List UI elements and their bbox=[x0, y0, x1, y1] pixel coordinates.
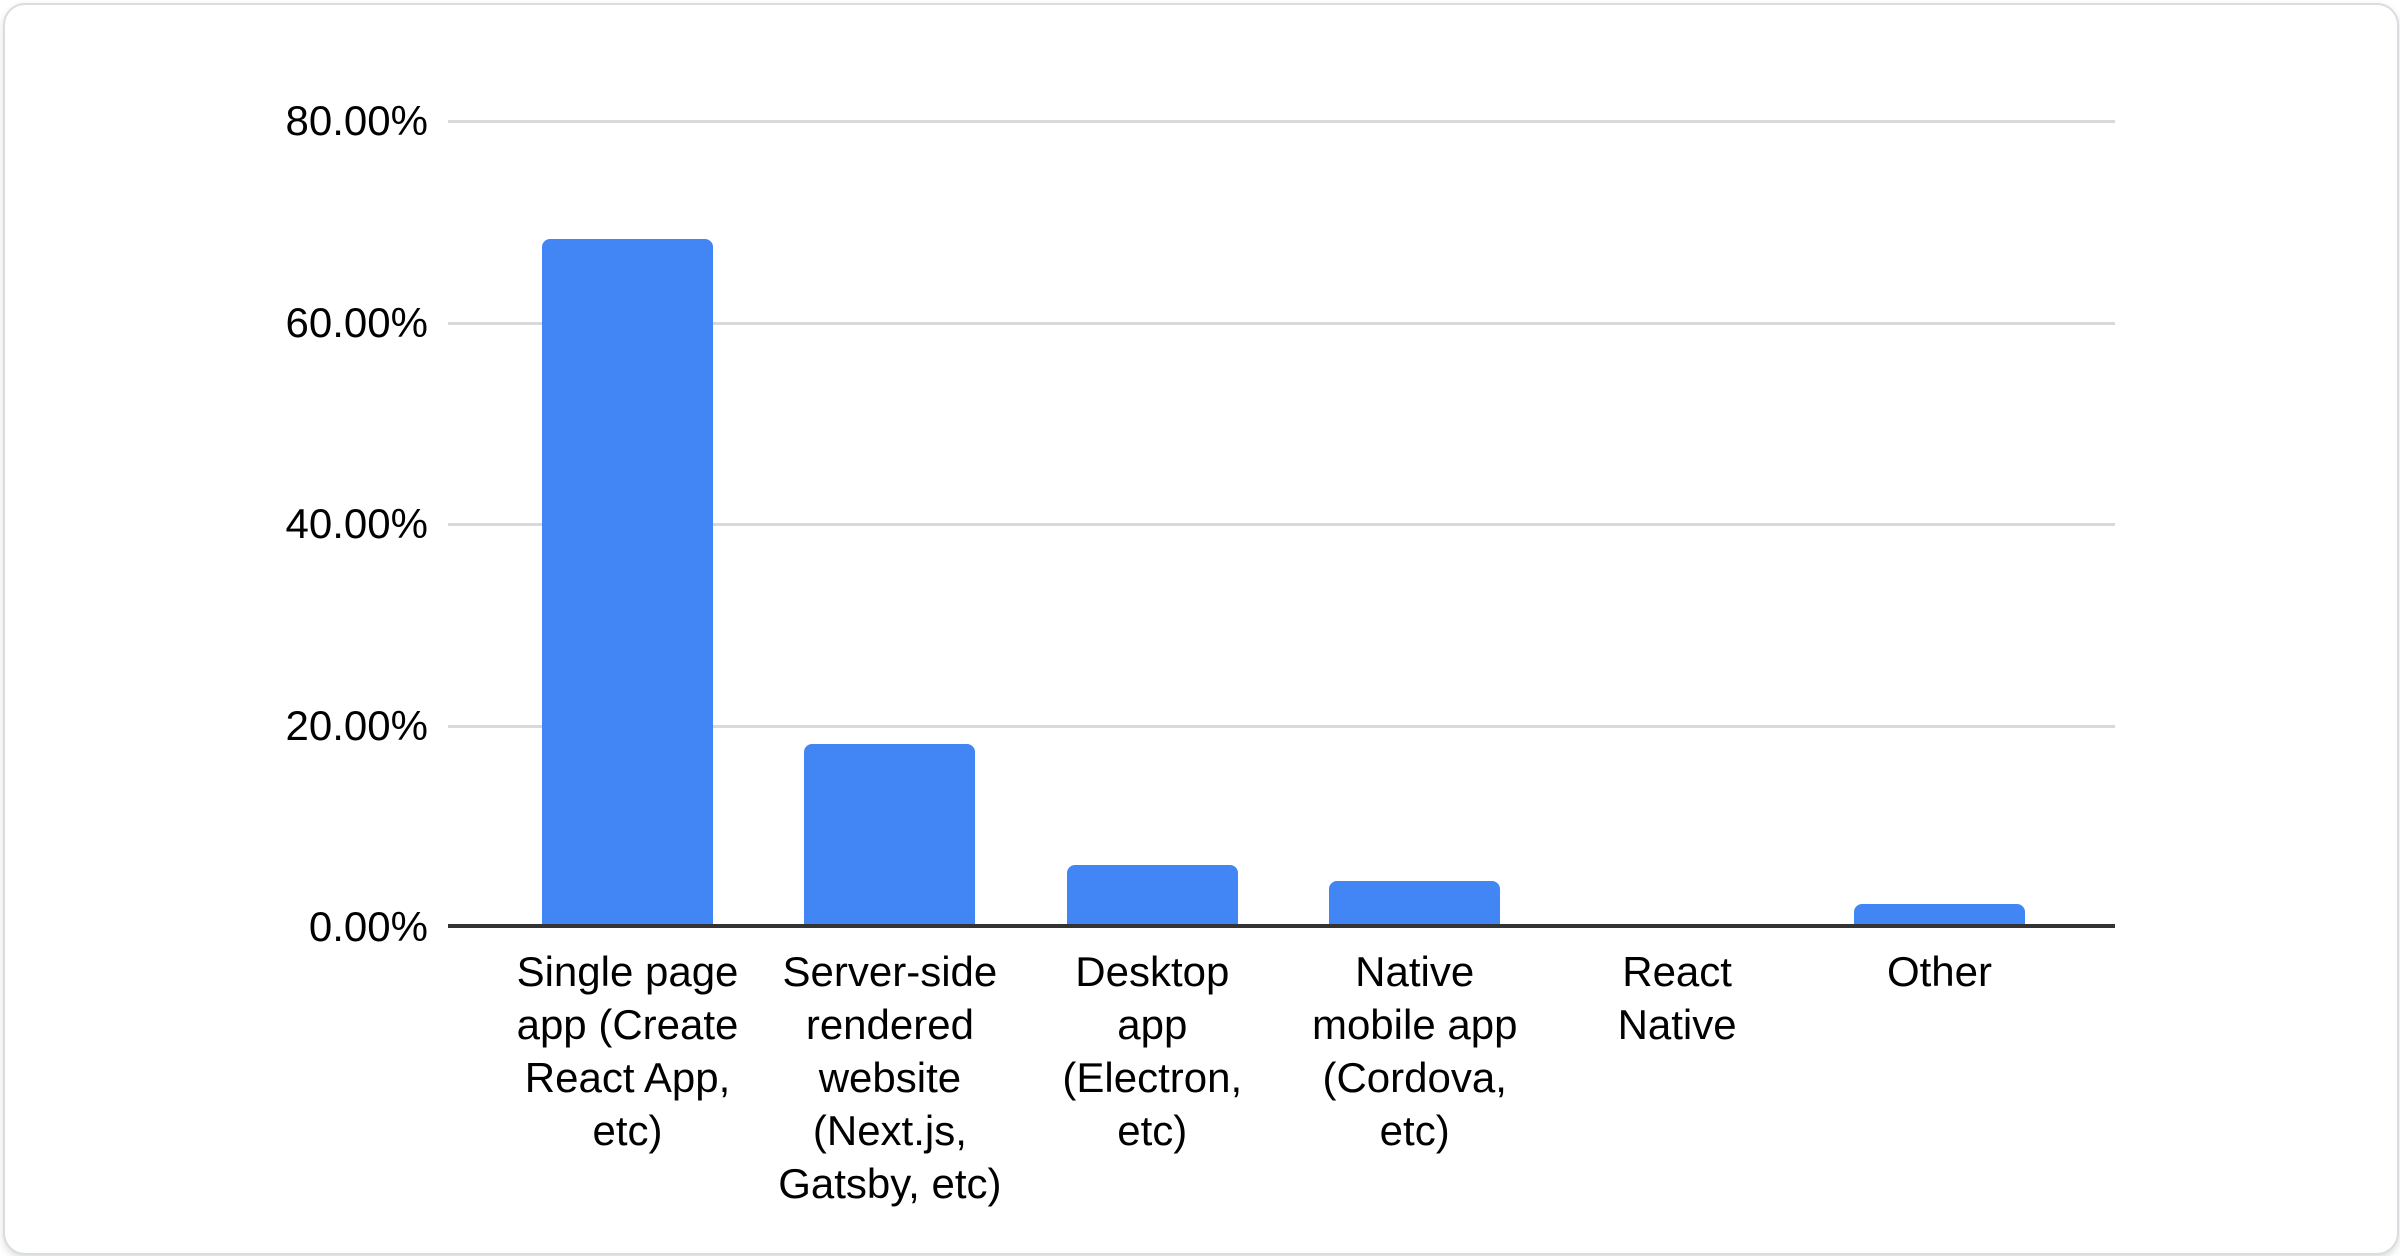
bar-3[interactable] bbox=[1329, 880, 1501, 927]
y-tick-label: 0.00% bbox=[308, 903, 428, 950]
x-axis-label-1: Server-side rendered website (Next.js, G… bbox=[778, 948, 1002, 1207]
y-tick-label: 60.00% bbox=[285, 298, 428, 346]
x-axis-label-4: React Native bbox=[1617, 948, 1737, 1048]
gridline-20 bbox=[448, 724, 2115, 728]
bar-1[interactable] bbox=[804, 743, 976, 927]
bar-5[interactable] bbox=[1854, 903, 2025, 927]
x-axis-label-2: Desktop app (Electron, etc) bbox=[1062, 948, 1243, 1154]
chart-card: 80.00% 60.00% 40.00% 20.00% 0.00% Single pag… bbox=[3, 3, 2399, 1255]
bar-2[interactable] bbox=[1066, 864, 1238, 927]
gridline-40 bbox=[448, 523, 2115, 526]
plot-area bbox=[448, 120, 2115, 928]
bar-0[interactable] bbox=[542, 238, 713, 927]
y-tick-label: 80.00% bbox=[285, 97, 428, 144]
gridline-60 bbox=[448, 321, 2115, 325]
y-tick-label: 20.00% bbox=[285, 701, 428, 749]
x-axis-line bbox=[448, 924, 2115, 928]
x-axis-label-0: Single page app (Create React App, etc) bbox=[516, 948, 739, 1154]
x-axis-label-5: Other bbox=[1886, 948, 1993, 995]
gridline-80 bbox=[448, 120, 2115, 123]
x-axis-label-3: Native mobile app (Cordova, etc) bbox=[1311, 948, 1518, 1154]
y-tick-label: 40.00% bbox=[285, 500, 428, 547]
